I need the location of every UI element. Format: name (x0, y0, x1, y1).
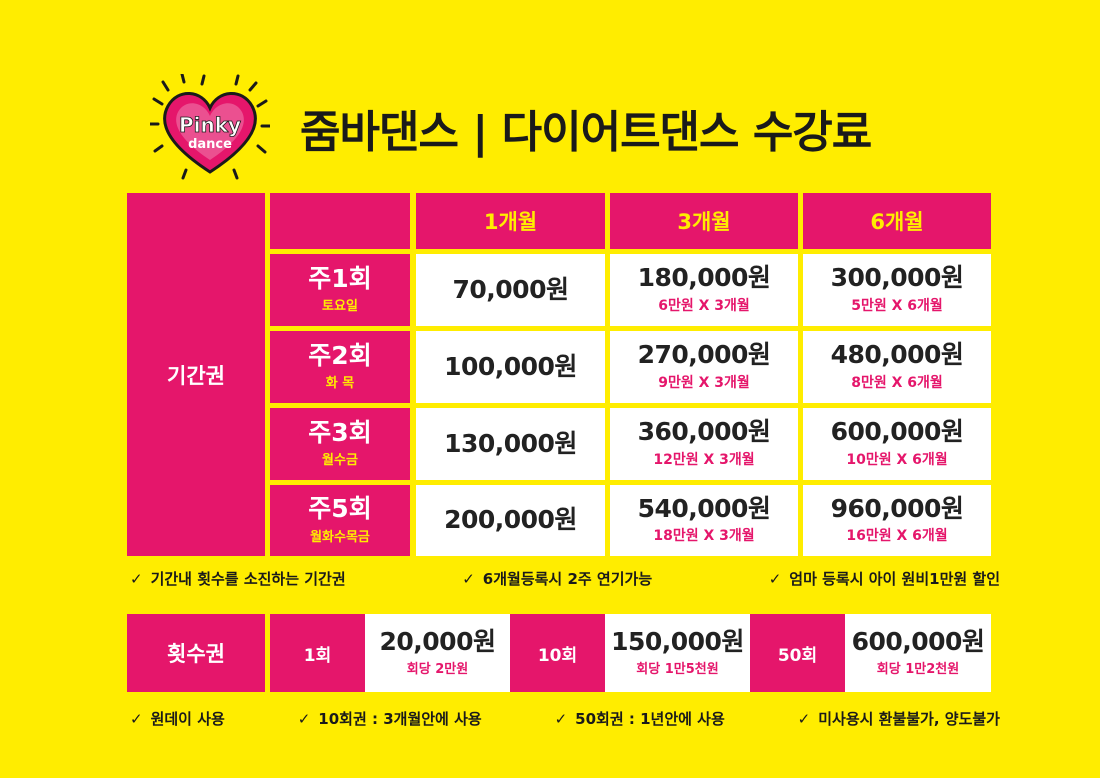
note-text: 6개월등록시 2주 연기가능 (482, 570, 653, 588)
period-pass-side-text: 기간권 (167, 363, 225, 388)
price-6month: 960,000원 (830, 493, 964, 523)
price-note: 16만원 X 6개월 (846, 528, 948, 545)
price-note: 9만원 X 3개월 (658, 374, 750, 391)
price-cell: 100,000원 (416, 331, 605, 403)
row-days: 토요일 (322, 299, 358, 315)
count-price-cell: 600,000원 회당 1만2천원 (845, 614, 991, 692)
check-icon: ✓ (554, 709, 568, 728)
column-header-text: 3개월 (677, 210, 731, 234)
logo-line1: Pinky (179, 113, 241, 137)
table-corner-cell (270, 193, 410, 249)
check-icon: ✓ (462, 569, 475, 588)
logo-line2: dance (188, 137, 232, 152)
count-price-cell: 20,000원 회당 2만원 (365, 614, 510, 692)
price-note: 6만원 X 3개월 (658, 297, 750, 314)
price-6month: 300,000원 (830, 263, 964, 293)
price-1month: 100,000원 (444, 351, 577, 381)
row-days: 화 목 (325, 376, 355, 392)
check-icon: ✓ (768, 569, 782, 588)
count-price: 20,000원 (379, 626, 496, 656)
note-item: ✓ 50회권 : 1년안에 사용 (555, 708, 725, 729)
page-title: 줌바댄스 | 다이어트댄스 수강료 (300, 107, 872, 158)
count-pass-side-text: 횟수권 (167, 642, 225, 666)
price-cell: 200,000원 (416, 485, 605, 556)
price-note: 10만원 X 6개월 (846, 451, 948, 468)
price-cell: 600,000원 10만원 X 6개월 (803, 408, 991, 480)
count-price: 600,000원 (851, 626, 985, 656)
heart-logo-icon: Pinky dance (148, 72, 272, 184)
column-header-1month: 1개월 (416, 193, 605, 249)
header: Pinky dance 줌바댄스 | 다이어트댄스 수강료 (148, 72, 970, 184)
count-label-50: 50회 (750, 614, 845, 692)
price-cell: 540,000원 18만원 X 3개월 (610, 485, 798, 556)
count-label-text: 1회 (303, 645, 332, 666)
row-name: 주1회 (308, 263, 372, 293)
note-text: 50회권 : 1년안에 사용 (575, 710, 725, 728)
note-item: ✓ 기간내 횟수를 소진하는 기간권 (130, 568, 346, 589)
note-item: ✓ 미사용시 환불불가, 양도불가 (798, 708, 1000, 729)
check-icon: ✓ (130, 569, 143, 588)
period-pass-side-label: 기간권 (127, 193, 265, 556)
count-label-1: 1회 (270, 614, 365, 692)
price-1month: 70,000원 (452, 274, 569, 304)
price-note: 5만원 X 6개월 (851, 297, 943, 314)
check-icon: ✓ (297, 709, 311, 728)
period-pass-notes: ✓ 기간내 횟수를 소진하는 기간권 ✓ 6개월등록시 2주 연기가능 ✓ 엄마… (130, 568, 1000, 589)
count-note: 회당 1만5천원 (636, 662, 719, 678)
note-item: ✓ 엄마 등록시 아이 원비1만원 할인 (769, 568, 1000, 589)
count-pass-side-label: 횟수권 (127, 614, 265, 692)
price-6month: 480,000원 (830, 340, 964, 370)
count-note: 회당 1만2천원 (876, 662, 960, 678)
row-name: 주2회 (308, 340, 372, 370)
price-cell: 180,000원 6만원 X 3개월 (610, 254, 798, 326)
column-header-6month: 6개월 (803, 193, 991, 249)
note-text: 10회권 : 3개월안에 사용 (318, 710, 482, 728)
row-name: 주3회 (308, 417, 372, 447)
price-cell: 70,000원 (416, 254, 605, 326)
price-note: 12만원 X 3개월 (653, 451, 755, 468)
price-6month: 600,000원 (830, 417, 964, 447)
price-3month: 180,000원 (637, 263, 771, 293)
row-days: 월수금 (322, 453, 358, 469)
count-price-cell: 150,000원 회당 1만5천원 (605, 614, 750, 692)
row-label-2: 주2회 화 목 (270, 331, 410, 403)
price-3month: 360,000원 (637, 417, 771, 447)
count-label-text: 10회 (537, 645, 578, 666)
price-cell: 300,000원 5만원 X 6개월 (803, 254, 991, 326)
price-cell: 960,000원 16만원 X 6개월 (803, 485, 991, 556)
check-icon: ✓ (797, 709, 811, 728)
count-label-text: 50회 (777, 645, 818, 666)
column-header-text: 6개월 (870, 210, 924, 234)
note-text: 원데이 사용 (150, 710, 225, 728)
note-text: 미사용시 환불불가, 양도불가 (818, 710, 1000, 728)
column-header-3month: 3개월 (610, 193, 798, 249)
price-1month: 130,000원 (444, 428, 577, 458)
price-cell: 270,000원 9만원 X 3개월 (610, 331, 798, 403)
note-text: 기간내 횟수를 소진하는 기간권 (150, 570, 346, 588)
column-header-text: 1개월 (483, 210, 538, 234)
note-item: ✓ 원데이 사용 (130, 708, 225, 729)
count-price: 150,000원 (611, 626, 744, 656)
count-note: 회당 2만원 (406, 662, 469, 678)
price-cell: 480,000원 8만원 X 6개월 (803, 331, 991, 403)
row-label-1: 주1회 토요일 (270, 254, 410, 326)
check-icon: ✓ (130, 709, 143, 728)
note-item: ✓ 10회권 : 3개월안에 사용 (298, 708, 482, 729)
price-cell: 360,000원 12만원 X 3개월 (610, 408, 798, 480)
count-label-10: 10회 (510, 614, 605, 692)
row-days: 월화수목금 (310, 529, 370, 545)
price-note: 8만원 X 6개월 (851, 374, 943, 391)
count-pass-notes: ✓ 원데이 사용 ✓ 10회권 : 3개월안에 사용 ✓ 50회권 : 1년안에… (130, 708, 1000, 729)
note-text: 엄마 등록시 아이 원비1만원 할인 (789, 570, 1000, 588)
row-name: 주5회 (308, 494, 372, 524)
row-label-3: 주3회 월수금 (270, 408, 410, 480)
price-note: 18만원 X 3개월 (653, 528, 755, 545)
price-3month: 540,000원 (637, 493, 771, 523)
row-label-4: 주5회 월화수목금 (270, 485, 410, 556)
price-cell: 130,000원 (416, 408, 605, 480)
note-item: ✓ 6개월등록시 2주 연기가능 (462, 568, 652, 589)
price-1month: 200,000원 (444, 505, 577, 535)
price-3month: 270,000원 (637, 340, 771, 370)
